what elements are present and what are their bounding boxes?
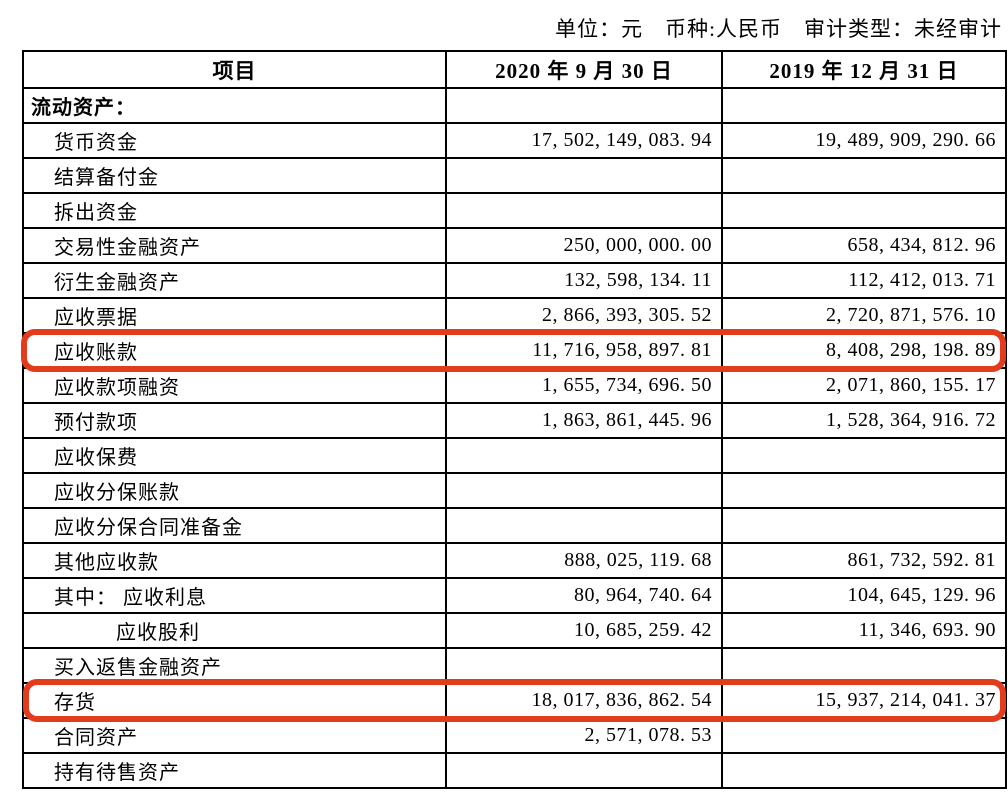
row-label: 持有待售资产 bbox=[22, 752, 447, 789]
value-2019-12-31 bbox=[721, 472, 1007, 509]
value-2019-12-31: 658, 434, 812. 96 bbox=[721, 227, 1007, 264]
row-label: 应收分保合同准备金 bbox=[22, 507, 447, 544]
value-2019-12-31: 2, 720, 871, 576. 10 bbox=[721, 297, 1007, 334]
value-2019-12-31: 112, 412, 013. 71 bbox=[721, 262, 1007, 299]
row-label: 交易性金融资产 bbox=[22, 227, 447, 264]
row-label: 衍生金融资产 bbox=[22, 262, 447, 299]
table-row: 衍生金融资产 132, 598, 134. 11 112, 412, 013. 71 bbox=[22, 262, 1007, 299]
value-2020-09-30: 250, 000, 000. 00 bbox=[445, 227, 723, 264]
value-2020-09-30: 17, 502, 149, 083. 94 bbox=[445, 122, 723, 159]
value-2020-09-30: 2, 571, 078. 53 bbox=[445, 717, 723, 754]
table-row: 买入返售金融资产 bbox=[22, 647, 1007, 684]
row-label: 预付款项 bbox=[22, 402, 447, 439]
value-2020-09-30: 132, 598, 134. 11 bbox=[445, 262, 723, 299]
value-2019-12-31 bbox=[721, 507, 1007, 544]
value-2020-09-30: 1, 655, 734, 696. 50 bbox=[445, 367, 723, 404]
row-label: 流动资产： bbox=[22, 87, 447, 124]
table-row: 货币资金 17, 502, 149, 083. 94 19, 489, 909, 2… bbox=[22, 122, 1007, 159]
value-2020-09-30 bbox=[445, 752, 723, 789]
row-label: 拆出资金 bbox=[22, 192, 447, 229]
table-row: 应收分保账款 bbox=[22, 472, 1007, 509]
value-2019-12-31: 2, 071, 860, 155. 17 bbox=[721, 367, 1007, 404]
row-label: 其中： 应收利息 bbox=[22, 577, 447, 614]
value-2019-12-31 bbox=[721, 157, 1007, 194]
value-2019-12-31: 11, 346, 693. 90 bbox=[721, 612, 1007, 649]
value-2019-12-31 bbox=[721, 192, 1007, 229]
column-header-date-2019: 2019 年 12 月 31 日 bbox=[721, 50, 1007, 89]
value-2020-09-30 bbox=[445, 472, 723, 509]
value-2019-12-31: 104, 645, 129. 96 bbox=[721, 577, 1007, 614]
value-2020-09-30 bbox=[445, 507, 723, 544]
value-2020-09-30: 10, 685, 259. 42 bbox=[445, 612, 723, 649]
table-row: 预付款项 1, 863, 861, 445. 96 1, 528, 364, 916… bbox=[22, 402, 1007, 439]
row-label: 应收票据 bbox=[22, 297, 447, 334]
value-2020-09-30: 888, 025, 119. 68 bbox=[445, 542, 723, 579]
value-2020-09-30: 2, 866, 393, 305. 52 bbox=[445, 297, 723, 334]
table-row: 合同资产 2, 571, 078. 53 bbox=[22, 717, 1007, 754]
balance-sheet-table: 项目 2020 年 9 月 30 日 2019 年 12 月 31 日 流动资产… bbox=[22, 50, 1007, 789]
table-body: 流动资产： 货币资金 17, 502, 149, 083. 94 19, 489, 9… bbox=[22, 87, 1007, 789]
value-2020-09-30 bbox=[445, 192, 723, 229]
row-label: 合同资产 bbox=[22, 717, 447, 754]
row-label: 应收账款 bbox=[22, 332, 447, 369]
value-2019-12-31: 8, 408, 298, 198. 89 bbox=[721, 332, 1007, 369]
value-2019-12-31 bbox=[721, 87, 1007, 124]
row-label: 结算备付金 bbox=[22, 157, 447, 194]
table-row: 应收股利 10, 685, 259. 42 11, 346, 693. 90 bbox=[22, 612, 1007, 649]
table-row: 交易性金融资产 250, 000, 000. 00 658, 434, 812. 9… bbox=[22, 227, 1007, 264]
value-2019-12-31 bbox=[721, 437, 1007, 474]
value-2019-12-31 bbox=[721, 647, 1007, 684]
value-2020-09-30 bbox=[445, 647, 723, 684]
row-label: 应收分保账款 bbox=[22, 472, 447, 509]
row-label: 应收股利 bbox=[22, 612, 447, 649]
table-row: 流动资产： bbox=[22, 87, 1007, 124]
row-label: 存货 bbox=[22, 682, 447, 719]
table-row: 其他应收款 888, 025, 119. 68 861, 732, 592. 81 bbox=[22, 542, 1007, 579]
table-row: 应收款项融资 1, 655, 734, 696. 50 2, 071, 860, 1… bbox=[22, 367, 1007, 404]
table-row: 其中： 应收利息 80, 964, 740. 64 104, 645, 129. 9… bbox=[22, 577, 1007, 614]
value-2020-09-30: 80, 964, 740. 64 bbox=[445, 577, 723, 614]
column-header-item: 项目 bbox=[22, 50, 447, 89]
row-label: 应收款项融资 bbox=[22, 367, 447, 404]
table-row: 结算备付金 bbox=[22, 157, 1007, 194]
column-header-date-2020: 2020 年 9 月 30 日 bbox=[445, 50, 723, 89]
value-2020-09-30: 1, 863, 861, 445. 96 bbox=[445, 402, 723, 439]
table-row: 应收保费 bbox=[22, 437, 1007, 474]
row-label: 买入返售金融资产 bbox=[22, 647, 447, 684]
table-row: 应收票据 2, 866, 393, 305. 52 2, 720, 871, 576… bbox=[22, 297, 1007, 334]
value-2019-12-31 bbox=[721, 717, 1007, 754]
row-label: 其他应收款 bbox=[22, 542, 447, 579]
value-2019-12-31: 1, 528, 364, 916. 72 bbox=[721, 402, 1007, 439]
table-row: 应收分保合同准备金 bbox=[22, 507, 1007, 544]
value-2020-09-30: 18, 017, 836, 862. 54 bbox=[445, 682, 723, 719]
value-2020-09-30 bbox=[445, 87, 723, 124]
value-2020-09-30: 11, 716, 958, 897. 81 bbox=[445, 332, 723, 369]
table-row: 持有待售资产 bbox=[22, 752, 1007, 789]
table-row: 拆出资金 bbox=[22, 192, 1007, 229]
row-label: 应收保费 bbox=[22, 437, 447, 474]
value-2020-09-30 bbox=[445, 157, 723, 194]
value-2019-12-31: 19, 489, 909, 290. 66 bbox=[721, 122, 1007, 159]
table-header-row: 项目 2020 年 9 月 30 日 2019 年 12 月 31 日 bbox=[22, 50, 1007, 89]
value-2020-09-30 bbox=[445, 437, 723, 474]
unit-currency-audit-note: 单位：元 币种:人民币 审计类型：未经审计 bbox=[555, 17, 1002, 41]
row-label: 货币资金 bbox=[22, 122, 447, 159]
value-2019-12-31 bbox=[721, 752, 1007, 789]
value-2019-12-31: 15, 937, 214, 041. 37 bbox=[721, 682, 1007, 719]
table-row: 存货 18, 017, 836, 862. 54 15, 937, 214, 041… bbox=[22, 682, 1007, 719]
table-row: 应收账款 11, 716, 958, 897. 81 8, 408, 298, 19… bbox=[22, 332, 1007, 369]
value-2019-12-31: 861, 732, 592. 81 bbox=[721, 542, 1007, 579]
